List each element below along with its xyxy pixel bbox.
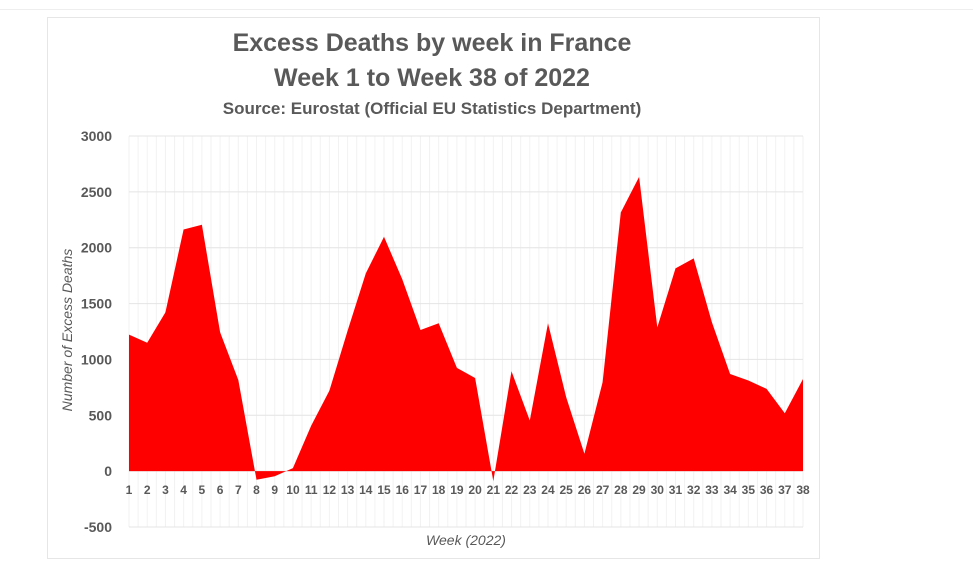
x-tick-label: 2 (144, 483, 151, 497)
x-tick-label: 20 (468, 483, 482, 497)
y-axis-label: Number of Excess Deaths (59, 249, 75, 412)
x-tick-label: 10 (286, 483, 300, 497)
x-tick-label: 11 (305, 483, 318, 497)
area-fill (129, 176, 803, 482)
x-tick-label: 14 (359, 483, 373, 497)
x-tick-label: 6 (217, 483, 224, 497)
x-tick-label: 21 (487, 483, 501, 497)
y-tick-label: 0 (104, 463, 112, 479)
x-tick-label: 35 (742, 483, 756, 497)
x-tick-label: 36 (760, 483, 774, 497)
x-tick-label: 16 (396, 483, 410, 497)
x-tick-label: 19 (450, 483, 464, 497)
x-axis-label: Week (2022) (426, 532, 506, 548)
y-tick-label: 500 (89, 407, 113, 423)
x-tick-label: 38 (796, 483, 810, 497)
page-divider (0, 9, 973, 10)
x-tick-label: 24 (541, 483, 555, 497)
x-tick-label: 18 (432, 483, 446, 497)
x-tick-label: 32 (687, 483, 701, 497)
x-tick-label: 23 (523, 483, 537, 497)
x-tick-label: 33 (705, 483, 719, 497)
y-tick-label: 1000 (81, 351, 112, 367)
x-tick-label: 17 (414, 483, 428, 497)
x-tick-label: 22 (505, 483, 519, 497)
x-tick-label: 27 (596, 483, 610, 497)
x-tick-label: 5 (199, 483, 206, 497)
x-tick-label: 34 (723, 483, 737, 497)
x-tick-label: 37 (778, 483, 792, 497)
x-tick-label: 31 (669, 483, 683, 497)
x-tick-label: 30 (651, 483, 665, 497)
x-tick-label: 9 (271, 483, 278, 497)
x-tick-label: 25 (560, 483, 574, 497)
x-tick-label: 7 (235, 483, 242, 497)
x-tick-label: 15 (377, 483, 391, 497)
y-tick-label: 1500 (81, 296, 112, 312)
chart-title: Excess Deaths by week in France (233, 29, 632, 57)
y-tick-label: 2000 (81, 240, 112, 256)
area-series (128, 176, 804, 482)
y-axis-ticks: 3000 2500 2000 1500 1000 500 0 -500 (81, 128, 112, 535)
x-axis-ticks: 1 2 3 4 5 6 7 8 9 10 11 12 13 14 15 16 17 18 19 20 21 22 23 24 2… (126, 483, 810, 497)
x-tick-label: 8 (253, 483, 260, 497)
x-tick-label: 26 (578, 483, 592, 497)
x-tick-label: 29 (632, 483, 646, 497)
x-tick-label: 13 (341, 483, 355, 497)
y-tick-label: 3000 (81, 128, 112, 144)
chart-subtitle: Week 1 to Week 38 of 2022 (274, 64, 590, 92)
x-tick-label: 3 (162, 483, 169, 497)
y-tick-label: -500 (84, 519, 112, 535)
y-tick-label: 2500 (81, 184, 112, 200)
chart-source: Source: Eurostat (Official EU Statistics… (223, 99, 641, 118)
x-tick-label: 28 (614, 483, 628, 497)
x-tick-label: 1 (126, 483, 133, 497)
x-tick-label: 12 (323, 483, 337, 497)
x-tick-label: 4 (180, 483, 187, 497)
